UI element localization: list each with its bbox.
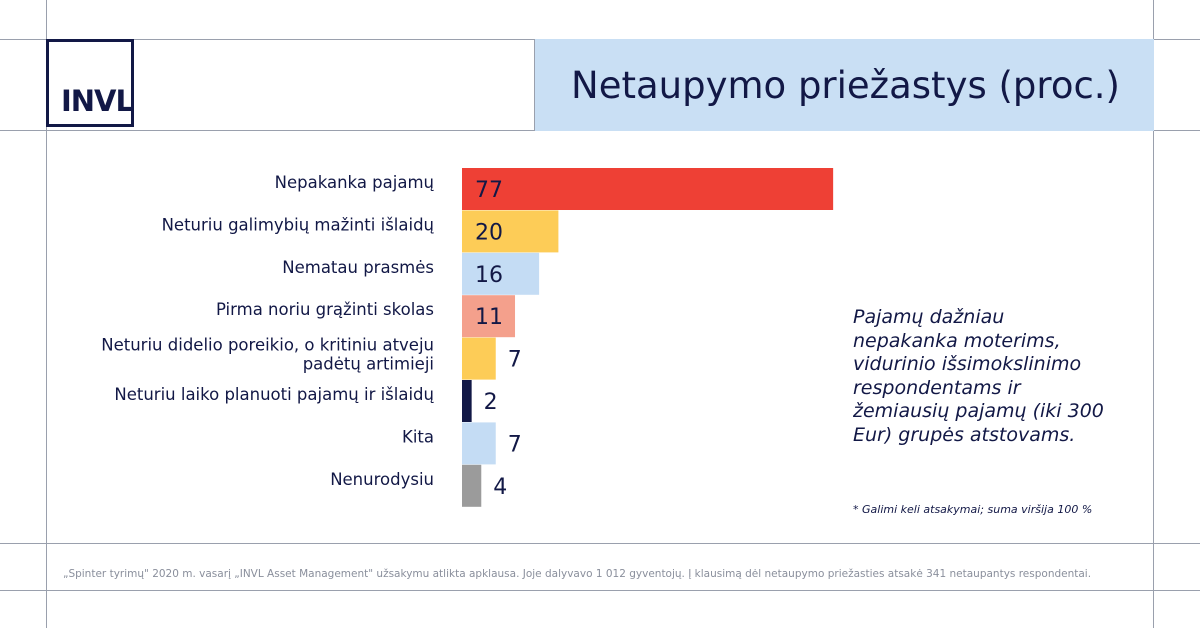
data-label-6: 2	[484, 390, 498, 415]
logo: INVL	[46, 39, 134, 127]
logo-text: INVL	[61, 84, 134, 118]
frame-line-footer-bottom	[0, 590, 1200, 591]
data-label-1: 77	[475, 178, 503, 203]
chart-title: Netaupymo priežastys (proc.)	[571, 64, 1120, 107]
source-note: „Spinter tyrimų" 2020 m. vasarį „INVL As…	[63, 568, 1092, 580]
bar-4	[462, 295, 516, 338]
data-label-4: 11	[475, 305, 503, 330]
data-label-7: 7	[508, 432, 522, 457]
footnote: * Galimi keli atsakymai; suma viršija 10…	[853, 503, 1093, 516]
category-label-7: Kita	[402, 427, 434, 446]
category-label-6: Neturiu laiko planuoti pajamų ir išlaidų	[114, 385, 434, 404]
data-label-2: 20	[475, 220, 503, 245]
bar-8	[462, 464, 482, 507]
category-label-1: Nepakanka pajamų	[275, 173, 435, 192]
bar-6	[462, 380, 472, 422]
bar-5	[462, 337, 496, 380]
side-note: Pajamų dažniau nepakanka moterims, vidur…	[853, 306, 1104, 446]
category-label-5: Neturiu didelio poreikio, o kritiniu atv…	[101, 336, 434, 374]
frame-line-right	[1153, 0, 1154, 628]
title-panel: Netaupymo priežastys (proc.)	[534, 39, 1154, 131]
category-label-4: Pirma noriu grąžinti skolas	[216, 300, 434, 319]
category-label-3: Nematau prasmės	[282, 258, 434, 277]
bar-1	[462, 168, 834, 210]
bar-2	[462, 210, 559, 253]
category-label-8: Nenurodysiu	[330, 470, 434, 489]
category-label-2: Neturiu galimybių mažinti išlaidų	[162, 215, 435, 234]
data-label-8: 4	[493, 475, 507, 500]
frame-line-left	[46, 0, 47, 628]
frame-line-footer-top	[0, 543, 1200, 544]
bar-3	[462, 252, 540, 295]
bar-7	[462, 422, 496, 465]
data-label-5: 7	[508, 348, 522, 373]
data-label-3: 16	[475, 263, 503, 288]
